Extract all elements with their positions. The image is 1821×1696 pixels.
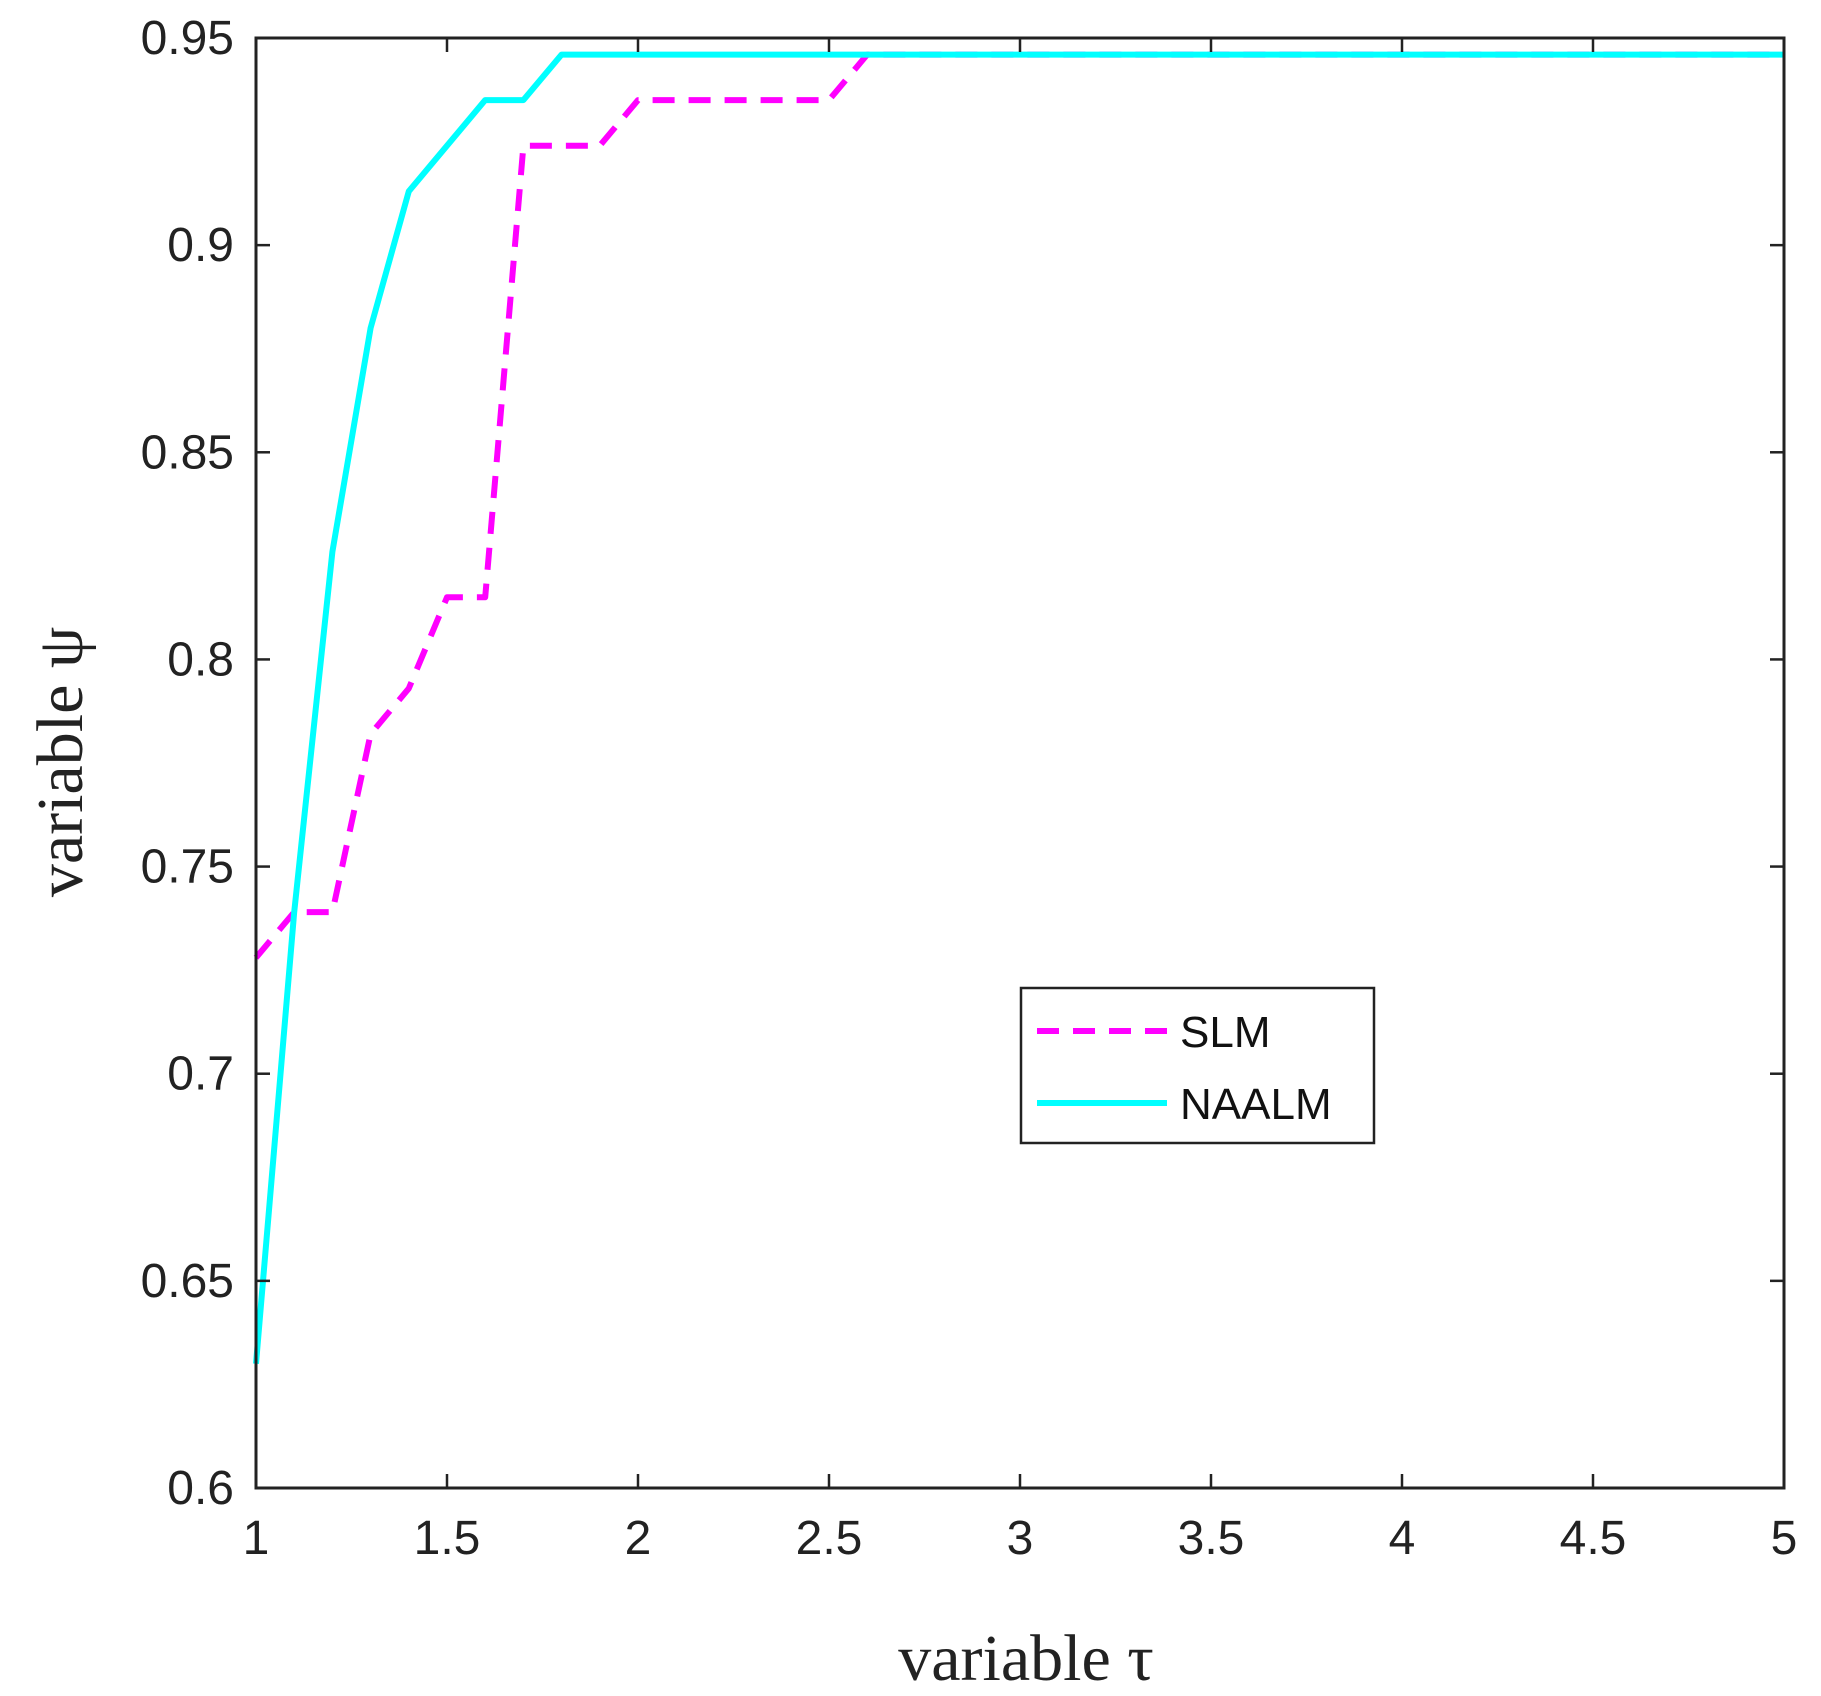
x-tick-label: 4 <box>1389 1512 1416 1565</box>
y-tick-label: 0.6 <box>167 1462 234 1515</box>
y-axis-tick-labels: 0.6 0.65 0.7 0.75 0.8 0.85 0.9 0.95 <box>141 12 234 1515</box>
y-tick-label: 0.7 <box>167 1048 234 1101</box>
legend-label-slm: SLM <box>1180 1008 1270 1057</box>
y-tick-label: 0.85 <box>141 426 234 479</box>
x-axis-label: variable τ <box>898 1622 1154 1695</box>
series-layer <box>253 51 1784 1364</box>
axis-ticks <box>254 36 1786 1490</box>
x-tick-label: 2 <box>625 1512 652 1565</box>
y-tick-label: 0.95 <box>141 12 234 65</box>
x-tick-label: 5 <box>1771 1512 1798 1565</box>
y-tick-label: 0.75 <box>141 841 234 894</box>
y-tick-label: 0.9 <box>167 219 234 272</box>
x-tick-label: 1 <box>243 1512 270 1565</box>
legend-box <box>1019 986 1376 1145</box>
legend-label-naalm: NAALM <box>1180 1080 1332 1129</box>
y-tick-label: 0.8 <box>167 633 234 686</box>
x-tick-label: 1.5 <box>414 1512 481 1565</box>
series-line-naalm <box>253 51 1784 1364</box>
y-axis-label: variable ψ <box>24 627 97 897</box>
x-axis-tick-labels: 1 1.5 2 2.5 3 3.5 4 4.5 5 <box>243 1512 1798 1565</box>
y-tick-label: 0.65 <box>141 1255 234 1308</box>
legend: SLM NAALM <box>1019 986 1376 1145</box>
x-tick-label: 3.5 <box>1178 1512 1245 1565</box>
x-tick-label: 4.5 <box>1560 1512 1627 1565</box>
x-tick-label: 2.5 <box>796 1512 863 1565</box>
x-tick-label: 3 <box>1007 1512 1034 1565</box>
